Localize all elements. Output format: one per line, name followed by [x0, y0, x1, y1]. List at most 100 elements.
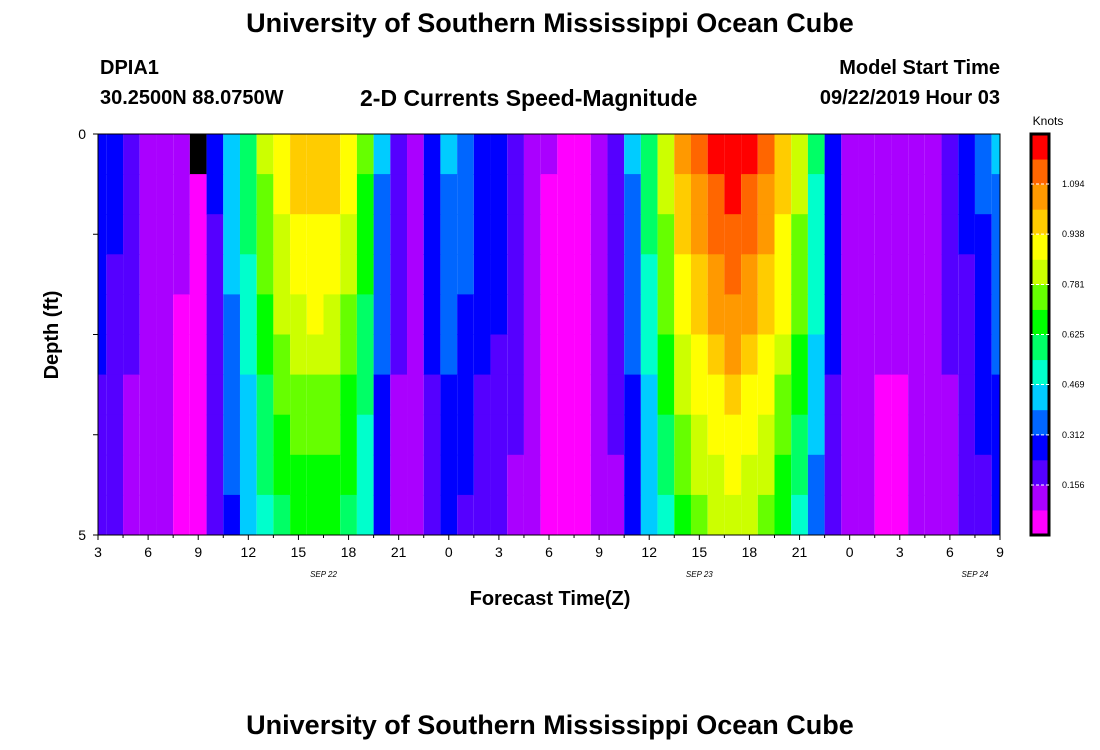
- colorbar-swatch: [1031, 384, 1049, 411]
- heatmap-cell: [206, 334, 224, 376]
- heatmap-cell: [741, 174, 758, 215]
- heatmap-cell: [306, 174, 324, 215]
- heatmap-cell: [941, 374, 959, 416]
- heatmap-cell: [757, 414, 775, 456]
- heatmap-cell: [991, 414, 1000, 456]
- heatmap-cell: [607, 494, 625, 536]
- heatmap-cell: [958, 214, 975, 255]
- heatmap-cell: [507, 454, 524, 496]
- heatmap-cell: [139, 334, 157, 376]
- heatmap-cell: [407, 294, 424, 335]
- colorbar-tick-label: 0.312: [1062, 430, 1085, 440]
- heatmap-cell: [323, 374, 341, 416]
- x-tick-label: 3: [896, 544, 904, 560]
- colorbar-tick-label: 0.625: [1062, 330, 1085, 340]
- heatmap-cell: [590, 294, 608, 335]
- heatmap-cell: [891, 134, 909, 175]
- heatmap-cell: [941, 454, 959, 496]
- heatmap-cell: [791, 454, 808, 496]
- heatmap-cell: [557, 294, 575, 335]
- heatmap-cell: [757, 254, 775, 295]
- heatmap-cell: [306, 214, 324, 255]
- heatmap-cell: [507, 134, 524, 175]
- heatmap-cell: [540, 294, 558, 335]
- axes: 3 6 9 12 15 18 21 0 3 6 9 12 15 18 21 0 3 6 9 SEP 22 SEP 23 S…: [78, 126, 1004, 579]
- heatmap-cell: [139, 134, 157, 175]
- heatmap-cell: [590, 334, 608, 376]
- heatmap-cell: [390, 334, 408, 376]
- heatmap-cell: [757, 294, 775, 335]
- colorbar-tick-label: 1.094: [1062, 179, 1085, 189]
- heatmap-cell: [473, 414, 491, 456]
- heatmap-cell: [356, 294, 374, 335]
- heatmap-cell: [423, 294, 441, 335]
- heatmap-cell: [690, 334, 708, 376]
- heatmap-cell: [473, 174, 491, 215]
- heatmap-cell: [390, 294, 408, 335]
- heatmap-cell: [273, 174, 291, 215]
- heatmap-cell: [440, 134, 458, 175]
- heatmap-cell: [457, 454, 474, 496]
- heatmap-cell: [173, 174, 190, 215]
- heatmap-cell: [958, 294, 975, 335]
- heatmap-cell: [791, 294, 808, 335]
- heatmap-cell: [106, 374, 124, 416]
- heatmap-cell: [290, 134, 307, 175]
- heatmap-cell: [757, 374, 775, 416]
- heatmap-cell: [607, 454, 625, 496]
- heatmap-cell: [858, 254, 875, 295]
- heatmap-cell: [490, 134, 508, 175]
- heatmap-cell: [707, 494, 725, 536]
- heatmap-cell: [924, 214, 942, 255]
- x-tick-label: 9: [595, 544, 603, 560]
- heatmap-cell: [657, 494, 675, 536]
- heatmap-cell: [323, 294, 341, 335]
- x-tick-label: 15: [291, 544, 307, 560]
- heatmap-cell: [690, 414, 708, 456]
- heatmap-cell: [724, 294, 742, 335]
- heatmap-cell: [991, 254, 1000, 295]
- x-tick-label: 12: [241, 544, 257, 560]
- heatmap-cell: [924, 374, 942, 416]
- heatmap-cell: [290, 414, 307, 456]
- heatmap-cell: [674, 214, 691, 255]
- heatmap-cell: [858, 174, 875, 215]
- heatmap-cell: [156, 454, 174, 496]
- heatmap-cell: [473, 214, 491, 255]
- heatmap-cell: [523, 374, 541, 416]
- heatmap-cell: [640, 414, 658, 456]
- heatmap-cell: [707, 374, 725, 416]
- heatmap-cell: [440, 414, 458, 456]
- heatmap-cell: [189, 454, 207, 496]
- heatmap-cell: [323, 494, 341, 536]
- heatmap-cell: [390, 374, 408, 416]
- heatmap-cell: [640, 174, 658, 215]
- heatmap-cell: [690, 214, 708, 255]
- heatmap-cell: [991, 134, 1000, 175]
- heatmap-cell: [991, 494, 1000, 536]
- heatmap-cell: [807, 214, 825, 255]
- heatmap-cell: [340, 494, 357, 536]
- heatmap-cell: [373, 374, 391, 416]
- heatmap-cell: [223, 294, 240, 335]
- heatmap-cell: [607, 374, 625, 416]
- heatmap-cell: [958, 494, 975, 536]
- heatmap-cell: [189, 494, 207, 536]
- heatmap-cell: [407, 374, 424, 416]
- heatmap-cell: [824, 214, 842, 255]
- heatmap-cell: [440, 214, 458, 255]
- heatmap-cell: [607, 254, 625, 295]
- heatmap-cell: [841, 174, 859, 215]
- heatmap-cell: [774, 174, 792, 215]
- heatmap-cell: [824, 454, 842, 496]
- x-tick-label: 6: [946, 544, 954, 560]
- heatmap-cell: [607, 414, 625, 456]
- heatmap-cell: [98, 454, 107, 496]
- heatmap-cell: [239, 254, 257, 295]
- heatmap-cell: [941, 174, 959, 215]
- heatmap-cell: [189, 174, 207, 215]
- x-tick-label: 21: [391, 544, 407, 560]
- colorbar-swatch: [1031, 259, 1049, 285]
- heatmap-cell: [273, 454, 291, 496]
- heatmap-cell: [991, 374, 1000, 416]
